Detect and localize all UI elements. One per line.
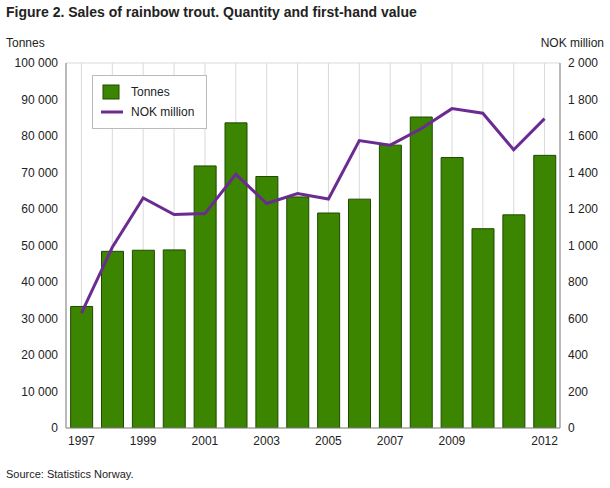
svg-text:400: 400 (568, 348, 588, 362)
svg-text:50 000: 50 000 (21, 239, 58, 253)
svg-text:0: 0 (568, 421, 575, 435)
svg-text:1 800: 1 800 (568, 93, 598, 107)
svg-text:80 000: 80 000 (21, 129, 58, 143)
svg-text:1 400: 1 400 (568, 166, 598, 180)
html-text:NOK million: NOK million (131, 105, 195, 119)
svg-text:30 000: 30 000 (21, 312, 58, 326)
svg-text:800: 800 (568, 275, 588, 289)
svg-text:1997: 1997 (68, 434, 95, 448)
html-text:Tonnes: Tonnes (6, 36, 45, 50)
svg-text:2001: 2001 (192, 434, 219, 448)
html-text:NOK million: NOK million (540, 36, 604, 50)
svg-text:70 000: 70 000 (21, 166, 58, 180)
svg-text:2009: 2009 (439, 434, 466, 448)
svg-text:100 000: 100 000 (15, 56, 59, 70)
svg-text:40 000: 40 000 (21, 275, 58, 289)
svg-text:1 200: 1 200 (568, 202, 598, 216)
svg-text:2003: 2003 (253, 434, 280, 448)
svg-text:1 000: 1 000 (568, 239, 598, 253)
svg-text:90 000: 90 000 (21, 93, 58, 107)
html-text:Source: Statistics Norway.: Source: Statistics Norway. (6, 468, 134, 480)
svg-text:10 000: 10 000 (21, 385, 58, 399)
svg-text:600: 600 (568, 312, 588, 326)
html-text:Figure 2. Sales of rainbow tro: Figure 2. Sales of rainbow trout. Quanti… (6, 4, 417, 20)
svg-text:2012: 2012 (531, 434, 558, 448)
svg-text:0: 0 (51, 421, 58, 435)
svg-text:200: 200 (568, 385, 588, 399)
svg-text:1999: 1999 (130, 434, 157, 448)
svg-text:2005: 2005 (315, 434, 342, 448)
svg-text:2007: 2007 (377, 434, 404, 448)
svg-text:20 000: 20 000 (21, 348, 58, 362)
svg-text:1 600: 1 600 (568, 129, 598, 143)
html-text:Tonnes: Tonnes (131, 85, 170, 99)
svg-text:2 000: 2 000 (568, 56, 598, 70)
svg-text:60 000: 60 000 (21, 202, 58, 216)
